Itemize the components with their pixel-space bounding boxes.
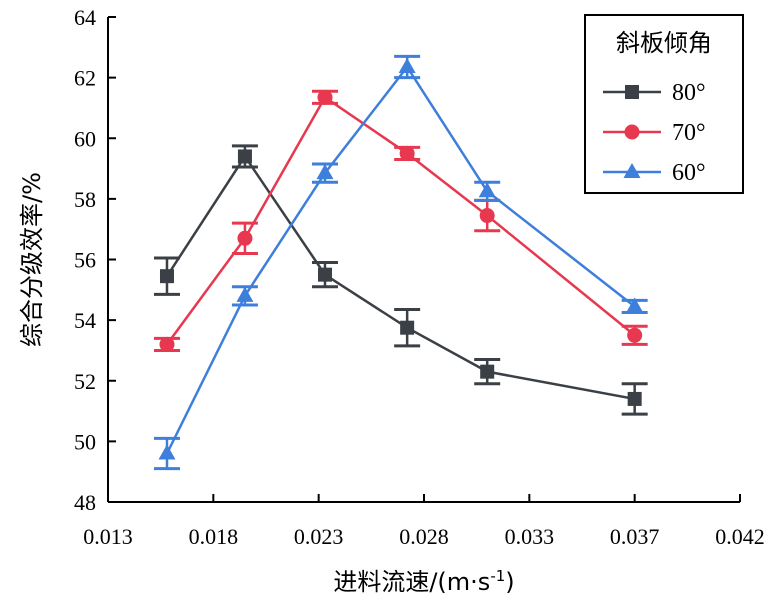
legend: 斜板倾角 80° 70° 60° [584,14,744,194]
x-tick-label: 0.028 [399,524,449,549]
series-2 [153,54,648,471]
data-point [627,327,643,343]
legend-label: 60° [672,160,706,186]
data-point [236,286,254,302]
data-point [159,269,174,284]
y-tick-label: 60 [74,126,96,151]
data-point [627,391,642,406]
data-point [626,297,644,313]
y-tick-label: 58 [74,187,96,212]
data-point [237,230,253,246]
data-point [479,208,495,224]
legend-box [584,14,744,194]
legend-marker [625,85,639,99]
legend-label: 80° [672,80,706,106]
data-point [237,149,252,164]
data-point [399,145,415,161]
legend-marker [624,124,640,140]
x-axis-title: 进料流速/(m·s-1) [333,567,514,596]
x-tick-label: 0.018 [189,524,239,549]
data-point [400,320,415,335]
series-layer [153,54,648,471]
data-point [159,336,175,352]
series-line [165,64,636,455]
x-tick-label: 0.013 [83,524,133,549]
y-tick-label: 52 [74,369,96,394]
y-tick-label: 50 [74,429,96,454]
series-line [165,95,636,346]
data-point [478,182,496,198]
x-tick-label: 0.023 [294,524,344,549]
series-1 [153,89,648,352]
data-point [398,58,416,74]
x-tick-label: 0.033 [505,524,555,549]
y-tick-label: 54 [74,308,96,333]
y-tick-label: 56 [74,248,96,273]
legend-label: 70° [672,120,706,146]
data-point [317,89,333,105]
data-point [158,444,176,460]
x-tick-label: 0.037 [610,524,660,549]
legend-title: 斜板倾角 [616,29,712,57]
y-tick-label: 64 [74,5,96,30]
data-point [316,164,334,180]
series-line [165,154,635,401]
y-tick-label: 62 [74,66,96,91]
data-point [317,267,332,282]
legend-marker [623,163,641,178]
series-0 [153,144,648,416]
y-axis-title: 综合分级效率/% [18,172,46,347]
axes: 48 50 52 54 56 58 60 62 64 0.013 0.018 0.023 0.028 0.… [74,5,765,549]
x-tick-label: 0.042 [715,524,765,549]
y-tick-label: 48 [74,490,96,515]
data-point [480,364,495,379]
